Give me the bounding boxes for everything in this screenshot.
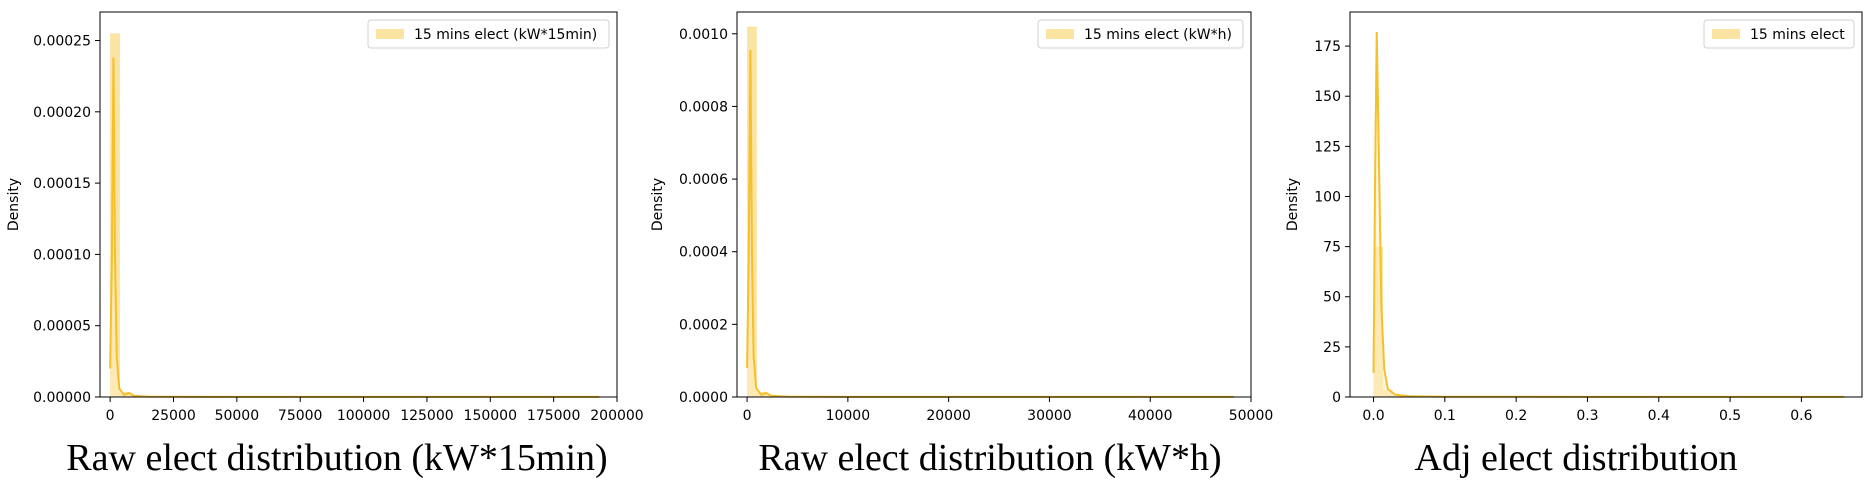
y-tick-label-3-6: 125 [1314, 139, 1341, 155]
x-tick-label-3-1: 0.0 [1362, 408, 1384, 424]
kde-fill-1 [110, 57, 600, 397]
x-tick-label-1-1: 0 [106, 408, 115, 424]
y-tick-label-1-1: 0.00000 [33, 390, 91, 406]
x-tick-label-1-2: 25000 [151, 408, 196, 424]
y-tick-label-1-6: 0.00025 [33, 34, 91, 50]
axes-frame-3 [1349, 11, 1863, 398]
legend-label-2: 15 mins elect (kW*h) [1084, 27, 1232, 43]
caption-panel-2: Raw elect distribution (kW*h) [758, 437, 1222, 479]
y-tick-label-2-4: 0.0006 [679, 172, 728, 188]
y-tick-label-1-5: 0.00020 [33, 105, 91, 121]
y-tick-label-3-2: 25 [1323, 340, 1341, 356]
x-tick-label-1-6: 125000 [400, 408, 453, 424]
axes-frame-1 [99, 11, 618, 398]
legend-swatch-3 [1712, 29, 1740, 39]
kde-fill-3 [1373, 32, 1845, 397]
y-tick-label-2-3: 0.0004 [679, 245, 728, 261]
legend-swatch-2 [1046, 29, 1074, 39]
y-tick-label-2-6: 0.0010 [679, 27, 728, 43]
x-tick-label-2-6: 50000 [1229, 408, 1274, 424]
chart-panel-2: 0 10000 20000 30000 40000 50000 0.0000 0.0002 0.… [650, 11, 1274, 424]
y-tick-label-1-3: 0.00010 [33, 247, 91, 263]
x-tick-label-1-5: 100000 [337, 408, 390, 424]
legend-box-2 [1037, 19, 1244, 49]
y-tick-label-1-2: 0.00005 [33, 319, 91, 335]
axes-frame-2 [736, 11, 1252, 398]
caption-panel-3: Adj elect distribution [1414, 437, 1738, 479]
x-tick-label-1-7: 150000 [464, 408, 517, 424]
x-tick-label-1-8: 175000 [527, 408, 580, 424]
x-tick-label-3-4: 0.3 [1576, 408, 1598, 424]
chart-panel-1: 0 25000 50000 75000 100000 125000 150000 175000… [6, 11, 644, 424]
kde-line-3 [1372, 32, 1845, 398]
legend-box-1 [367, 19, 610, 49]
y-axis-label-1: Density [6, 178, 22, 231]
x-tick-label-2-3: 20000 [926, 408, 971, 424]
y-tick-label-3-1: 0 [1332, 390, 1341, 406]
legend-label-3: 15 mins elect [1750, 27, 1845, 43]
caption-panel-1: Raw elect distribution (kW*15min) [66, 437, 608, 479]
y-tick-label-3-4: 75 [1323, 240, 1341, 256]
x-tick-label-3-3: 0.2 [1505, 408, 1527, 424]
y-axis-label-2: Density [650, 178, 666, 231]
y-tick-label-3-7: 150 [1314, 89, 1341, 105]
y-tick-label-2-5: 0.0008 [679, 99, 728, 115]
legend-label-1: 15 mins elect (kW*15min) [414, 27, 597, 43]
x-tick-label-3-6: 0.5 [1719, 408, 1741, 424]
y-tick-label-1-4: 0.00015 [33, 176, 91, 192]
y-tick-label-3-5: 100 [1314, 189, 1341, 205]
legend-box-3 [1703, 19, 1855, 49]
kde-line-1 [109, 57, 600, 398]
chart-panel-3: 0.0 0.1 0.2 0.3 0.4 0.5 0.6 0 25 50 75 100 125 150 175… [1285, 11, 1863, 424]
y-axis-label-3: Density [1285, 178, 1301, 231]
kde-fill-2 [747, 50, 1234, 398]
x-tick-label-3-2: 0.1 [1434, 408, 1456, 424]
y-tick-label-2-1: 0.0000 [679, 390, 728, 406]
x-tick-label-3-7: 0.6 [1790, 408, 1812, 424]
x-tick-label-2-2: 10000 [826, 408, 871, 424]
kde-line-2 [746, 50, 1234, 398]
y-tick-label-3-3: 50 [1323, 290, 1341, 306]
x-tick-label-1-9: 200000 [590, 408, 643, 424]
x-tick-label-2-5: 40000 [1128, 408, 1173, 424]
x-tick-label-2-1: 0 [743, 408, 752, 424]
x-tick-label-2-4: 30000 [1027, 408, 1072, 424]
x-tick-label-1-3: 50000 [215, 408, 260, 424]
y-tick-label-3-8: 175 [1314, 39, 1341, 55]
x-tick-label-1-4: 75000 [278, 408, 323, 424]
y-tick-label-2-2: 0.0002 [679, 317, 728, 333]
legend-swatch-1 [376, 29, 404, 39]
x-tick-label-3-5: 0.4 [1648, 408, 1670, 424]
